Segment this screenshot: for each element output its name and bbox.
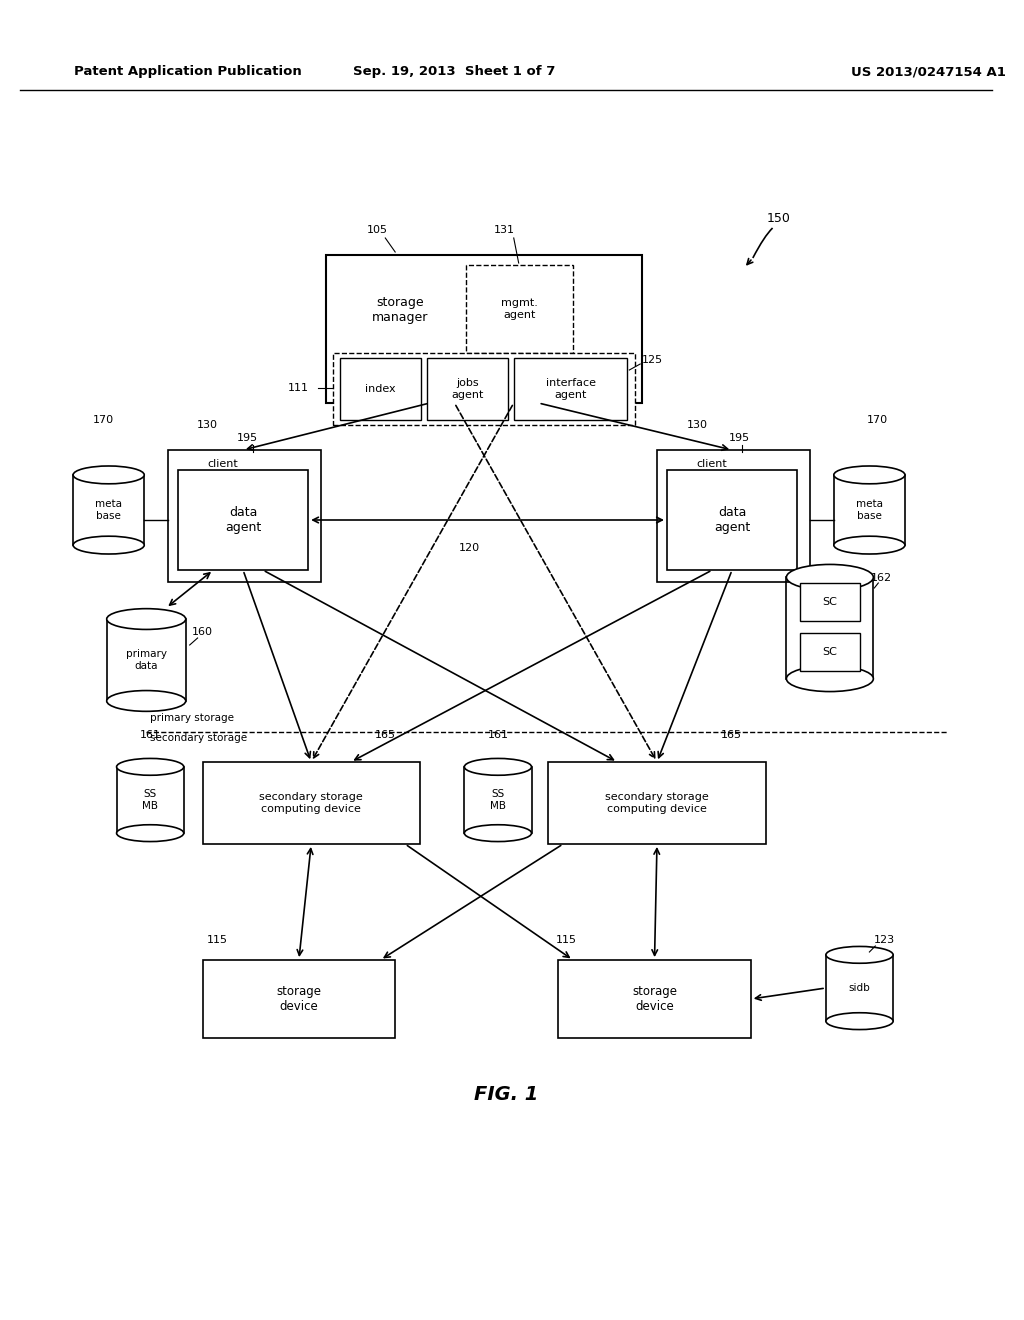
- Text: 125: 125: [641, 355, 663, 366]
- Bar: [786, 577, 873, 678]
- Text: SC: SC: [822, 597, 838, 607]
- Bar: [558, 960, 751, 1038]
- Text: 161: 161: [487, 730, 509, 741]
- Text: meta
base: meta base: [856, 499, 883, 521]
- Bar: [178, 470, 308, 570]
- Text: 165: 165: [721, 730, 741, 741]
- Bar: [117, 767, 183, 833]
- Bar: [203, 762, 420, 843]
- Bar: [548, 762, 766, 843]
- Text: 115: 115: [556, 935, 577, 945]
- Ellipse shape: [826, 1012, 893, 1030]
- Bar: [333, 352, 635, 425]
- Ellipse shape: [786, 565, 873, 590]
- Text: 195: 195: [237, 433, 258, 444]
- Bar: [514, 358, 628, 420]
- Bar: [73, 475, 144, 545]
- Ellipse shape: [73, 536, 144, 554]
- Bar: [106, 619, 185, 701]
- Text: Sep. 19, 2013  Sheet 1 of 7: Sep. 19, 2013 Sheet 1 of 7: [353, 66, 556, 78]
- Ellipse shape: [106, 609, 185, 630]
- Bar: [800, 583, 859, 620]
- Text: FIG. 1: FIG. 1: [474, 1085, 538, 1105]
- Text: US 2013/0247154 A1: US 2013/0247154 A1: [851, 66, 1007, 78]
- Ellipse shape: [834, 466, 905, 484]
- Text: 160: 160: [193, 627, 213, 638]
- Bar: [464, 767, 531, 833]
- Bar: [168, 450, 322, 582]
- Ellipse shape: [117, 825, 183, 842]
- Text: client: client: [696, 459, 727, 469]
- Text: SC: SC: [822, 647, 838, 657]
- Bar: [834, 475, 905, 545]
- Text: secondary storage: secondary storage: [151, 733, 247, 743]
- Text: 115: 115: [207, 935, 228, 945]
- Bar: [326, 255, 642, 403]
- Text: storage
device: storage device: [632, 985, 677, 1012]
- Ellipse shape: [464, 825, 531, 842]
- Text: 162: 162: [870, 573, 892, 583]
- Text: 120: 120: [459, 543, 480, 553]
- Text: 105: 105: [367, 224, 388, 235]
- Text: SS
MB: SS MB: [489, 789, 506, 810]
- Text: 161: 161: [139, 730, 161, 741]
- Ellipse shape: [834, 536, 905, 554]
- Bar: [826, 954, 893, 1022]
- Text: storage
manager: storage manager: [372, 296, 428, 323]
- Text: sidb: sidb: [849, 983, 870, 993]
- Text: Patent Application Publication: Patent Application Publication: [74, 66, 302, 78]
- Text: 131: 131: [494, 224, 514, 235]
- Ellipse shape: [73, 466, 144, 484]
- Text: secondary storage
computing device: secondary storage computing device: [605, 792, 709, 814]
- Bar: [667, 470, 798, 570]
- Text: index: index: [365, 384, 395, 393]
- Ellipse shape: [464, 759, 531, 775]
- Text: data
agent: data agent: [225, 506, 261, 535]
- Text: 170: 170: [93, 414, 115, 425]
- Bar: [657, 450, 810, 582]
- Text: secondary storage
computing device: secondary storage computing device: [259, 792, 364, 814]
- Text: 111: 111: [288, 383, 309, 393]
- Text: 165: 165: [375, 730, 396, 741]
- Bar: [800, 634, 859, 671]
- Text: mgmt.
agent: mgmt. agent: [501, 298, 538, 319]
- Text: primary
data: primary data: [126, 649, 167, 671]
- Text: data
agent: data agent: [714, 506, 751, 535]
- Text: SS
MB: SS MB: [142, 789, 158, 810]
- Text: 170: 170: [866, 414, 888, 425]
- Bar: [203, 960, 395, 1038]
- Text: 123: 123: [873, 935, 895, 945]
- Text: interface
agent: interface agent: [546, 379, 596, 400]
- Text: primary storage: primary storage: [151, 713, 234, 723]
- Text: client: client: [207, 459, 238, 469]
- Ellipse shape: [826, 946, 893, 964]
- Ellipse shape: [106, 690, 185, 711]
- Text: 150: 150: [767, 211, 791, 224]
- Text: jobs
agent: jobs agent: [452, 379, 483, 400]
- Text: 130: 130: [197, 420, 218, 430]
- Text: 130: 130: [687, 420, 708, 430]
- Text: 195: 195: [728, 433, 750, 444]
- Bar: [427, 358, 508, 420]
- Ellipse shape: [117, 759, 183, 775]
- Bar: [340, 358, 421, 420]
- Text: meta
base: meta base: [95, 499, 122, 521]
- Ellipse shape: [786, 665, 873, 692]
- Text: storage
device: storage device: [276, 985, 322, 1012]
- Bar: [466, 265, 573, 352]
